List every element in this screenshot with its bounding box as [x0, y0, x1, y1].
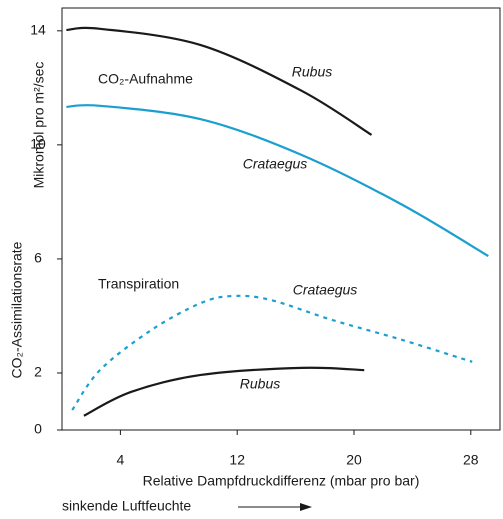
series-line	[66, 103, 489, 258]
y-axis-label: Mikromol pro m²/sec	[31, 62, 47, 189]
y-axis-label: CO₂-Assimilationsrate	[9, 241, 25, 378]
y-tick-label: 14	[30, 22, 46, 38]
plot-frame	[61, 7, 501, 431]
footnote: sinkende Luftfeuchte	[62, 498, 191, 514]
y-tick-label: 6	[34, 250, 42, 266]
x-tick-label: 28	[463, 452, 479, 468]
x-tick-label: 20	[346, 452, 362, 468]
y-tick-label: 10	[30, 136, 46, 152]
series-label: Crataegus	[293, 282, 358, 298]
series-line	[66, 26, 373, 136]
annotation: Transpiration	[98, 276, 179, 292]
series-label: Rubus	[292, 64, 332, 80]
y-tick-label: 0	[34, 421, 42, 437]
series-label: Crataegus	[243, 156, 308, 172]
series-label: Rubus	[240, 376, 280, 392]
series-line	[71, 294, 473, 411]
x-axis-label: Relative Dampfdruckdifferenz (mbar pro b…	[143, 473, 420, 489]
series-line	[83, 366, 365, 417]
y-tick-label: 2	[34, 364, 42, 380]
arrow-head	[300, 503, 312, 511]
annotation: CO₂-Aufnahme	[98, 71, 193, 87]
x-tick-label: 4	[117, 452, 125, 468]
x-tick-label: 12	[229, 452, 245, 468]
